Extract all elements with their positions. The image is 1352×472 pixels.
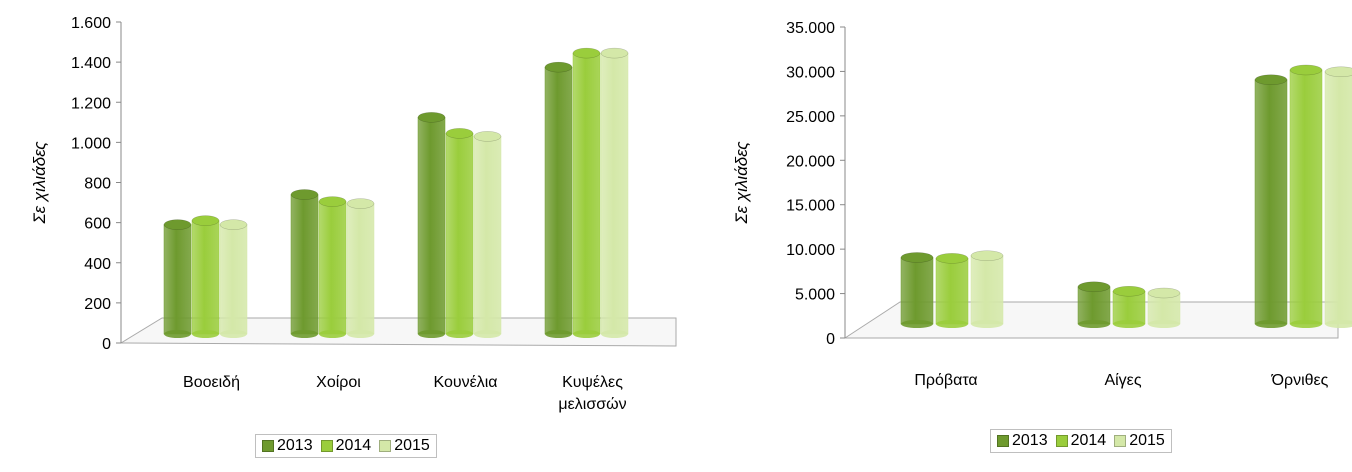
y-tick-label: 200 xyxy=(84,296,111,313)
legend-item-2015: 2015 xyxy=(379,437,430,455)
legend-swatch-2013 xyxy=(997,435,1009,447)
bar-L-2-2013 xyxy=(417,112,446,338)
chart-livestock-small-animals: 0 5.000 10.000 15.000 20.000 25.000 30.000 35.0… xyxy=(700,0,1352,467)
bar-R-1-2015 xyxy=(1147,287,1181,328)
y-tick-label: 0 xyxy=(102,336,111,353)
bar-R-2-2013 xyxy=(1254,74,1288,328)
bar-R-0-2014 xyxy=(935,253,969,328)
legend-item-2014: 2014 xyxy=(320,437,372,455)
y-tick-label: 20.000 xyxy=(786,153,835,170)
bar-L-0-2015 xyxy=(219,219,248,338)
x-category-label: Κουνέλια xyxy=(433,374,497,391)
chart-left-legend: 2013 2014 2015 xyxy=(255,434,437,458)
legend-item-2013: 2013 xyxy=(262,437,313,455)
x-category-label: Βοοειδή xyxy=(183,374,240,391)
bar-L-2-2014 xyxy=(445,128,474,338)
y-tick-label: 35.000 xyxy=(786,20,835,37)
x-category-label: Πρόβατα xyxy=(914,372,977,389)
y-tick-label: 1.400 xyxy=(71,55,111,72)
legend-label-2014: 2014 xyxy=(335,437,372,454)
x-category-label: Αίγες xyxy=(1104,372,1141,389)
bar-R-1-2014 xyxy=(1112,285,1146,328)
y-tick-label: 5.000 xyxy=(795,287,835,304)
bar-L-3-2014 xyxy=(572,47,601,338)
legend-item-2015: 2015 xyxy=(1114,432,1165,450)
y-tick-label: 25.000 xyxy=(786,109,835,126)
bar-L-3-2013 xyxy=(544,61,573,338)
bar-L-1-2014 xyxy=(318,196,347,338)
bar-L-0-2014 xyxy=(191,215,220,338)
bar-R-0-2015 xyxy=(970,250,1004,328)
legend-label-2014: 2014 xyxy=(1070,432,1107,449)
y-tick-label: 0 xyxy=(826,331,835,348)
bar-R-2-2014 xyxy=(1289,64,1323,328)
x-category-label: μελισσών xyxy=(558,396,626,413)
chart-left-svg: 0 200 400 600 800 1.000 1.200 1.400 1.600 Σε χιλι… xyxy=(30,15,677,413)
legend-label-2015: 2015 xyxy=(1129,432,1165,449)
chart-floor xyxy=(119,317,677,347)
bar-L-1-2015 xyxy=(346,198,375,338)
x-category-label: Όρνιθες xyxy=(1271,372,1329,389)
chart-right-svg: 0 5.000 10.000 15.000 20.000 25.000 30.000 35.0… xyxy=(732,20,1352,389)
x-category-label: Χοίροι xyxy=(316,374,361,391)
x-category-label: Κυψέλες xyxy=(562,374,623,391)
legend-swatch-2015 xyxy=(379,440,392,452)
y-tick-label: 800 xyxy=(84,176,111,193)
bar-L-1-2013 xyxy=(290,189,319,338)
bar-L-0-2013 xyxy=(163,219,192,338)
y-tick-label: 10.000 xyxy=(786,242,835,259)
bar-R-0-2013 xyxy=(900,252,934,328)
bar-R-1-2013 xyxy=(1077,281,1111,328)
y-tick-label: 400 xyxy=(84,256,111,273)
y-tick-label: 15.000 xyxy=(786,198,835,215)
y-tick-label: 1.600 xyxy=(71,15,111,32)
legend-item-2013: 2013 xyxy=(997,432,1048,450)
legend-swatch-2014 xyxy=(1055,435,1068,447)
bar-L-3-2015 xyxy=(600,47,629,338)
y-tick-label: 1.200 xyxy=(71,95,111,112)
bar-R-2-2015 xyxy=(1324,66,1352,328)
bar-L-2-2015 xyxy=(473,131,502,338)
chart-livestock-large-animals: 0 200 400 600 800 1.000 1.200 1.400 1.600 Σε χιλι… xyxy=(30,15,677,458)
legend-swatch-2015 xyxy=(1114,435,1127,447)
legend-label-2013: 2013 xyxy=(277,437,313,454)
legend-label-2013: 2013 xyxy=(1012,432,1048,449)
legend-swatch-2013 xyxy=(262,440,274,452)
legend-label-2015: 2015 xyxy=(394,437,430,454)
legend-item-2014: 2014 xyxy=(1055,432,1107,450)
y-axis-label: Σε χιλιάδες xyxy=(732,141,751,225)
y-tick-label: 1.000 xyxy=(71,135,111,152)
legend-swatch-2014 xyxy=(320,440,333,452)
y-tick-label: 30.000 xyxy=(786,64,835,81)
y-tick-label: 600 xyxy=(84,216,111,233)
y-axis-label: Σε χιλιάδες xyxy=(30,141,49,225)
chart-right-legend: 2013 2014 2015 xyxy=(990,429,1172,453)
